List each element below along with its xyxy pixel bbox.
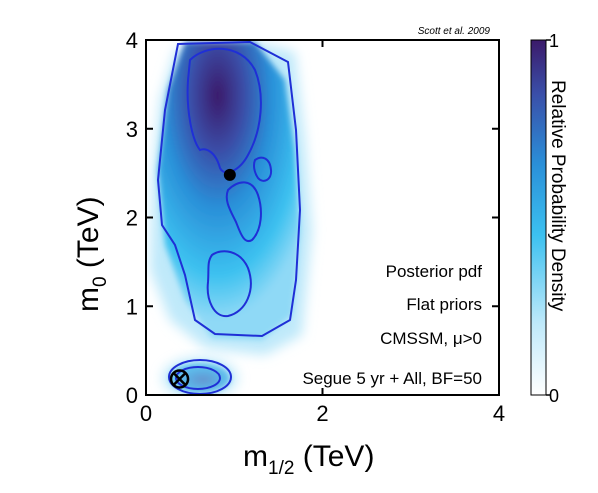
- density-map: [150, 40, 312, 395]
- x-axis-label-main: m: [243, 440, 268, 473]
- best-fit-point: [223, 168, 236, 181]
- contour-68-high: [186, 47, 262, 174]
- markers: [169, 168, 236, 389]
- x-tick-label: 4: [493, 401, 505, 426]
- annotation-text: Flat priors: [406, 295, 482, 314]
- x-axis-label-sub: 1/2: [268, 458, 294, 479]
- annotation-text: Posterior pdf: [386, 262, 483, 281]
- annotations: Posterior pdf Flat priors CMSSM, μ>0 Segue …: [302, 262, 482, 388]
- contour-68-inner-1: [225, 181, 262, 243]
- contour-95-high: [156, 40, 302, 338]
- colorbar-ticks: 01: [546, 31, 559, 406]
- y-tick-label: 4: [126, 28, 138, 53]
- colorbar: [530, 39, 547, 396]
- y-tick-label: 0: [126, 383, 138, 408]
- x-tick-label: 2: [316, 401, 328, 426]
- y-axis-label: m0 (TeV): [72, 196, 111, 312]
- y-axis-label-unit: (TeV): [72, 196, 105, 276]
- y-tick-label: 1: [126, 294, 138, 319]
- contour-68-inner-2: [206, 250, 252, 318]
- colorbar-tick-label: 0: [549, 386, 559, 406]
- x-tick-label: 0: [140, 401, 152, 426]
- posterior-mean-marker: [169, 369, 190, 389]
- y-tick-label: 2: [126, 206, 138, 231]
- colorbar-label: Relative Probability Density: [547, 80, 568, 312]
- x-axis-label-unit: (TeV): [294, 440, 374, 473]
- low-m0-halo: [162, 357, 238, 395]
- y-axis-label-main: m: [72, 287, 105, 312]
- high-m0-mode: [158, 42, 300, 340]
- annotation-text: Segue 5 yr + All, BF=50: [302, 369, 482, 388]
- posterior-mean-cross-b: [172, 372, 187, 387]
- credit-text: Scott et al. 2009: [418, 26, 491, 37]
- x-axis: 0 2 4: [140, 40, 505, 426]
- x-axis-label: m1/2 (TeV): [243, 440, 374, 479]
- y-axis-label-sub: 0: [90, 276, 111, 287]
- contour-68-inner-3: [253, 156, 273, 182]
- contour-68-low: [175, 366, 221, 390]
- y-axis: 0 1 2 3 4: [126, 28, 499, 408]
- posterior-mean-circle: [169, 369, 190, 389]
- colorbar-tick-label: 1: [549, 31, 559, 51]
- annotation-text: CMSSM, μ>0: [380, 329, 482, 348]
- y-tick-label: 3: [126, 117, 138, 142]
